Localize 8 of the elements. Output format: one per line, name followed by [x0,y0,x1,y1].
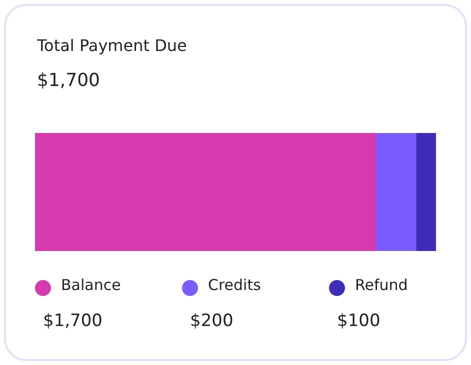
legend-label: Refund [355,276,408,294]
text: $200 [190,311,234,331]
chart-title: Total Payment Due [37,36,187,55]
chart-subtitle: $1,700 [37,70,100,91]
legend-label: Balance [61,276,121,294]
text: $1,700 [43,311,102,331]
text: $100 [337,311,380,331]
legend-label: Credits [208,276,261,294]
